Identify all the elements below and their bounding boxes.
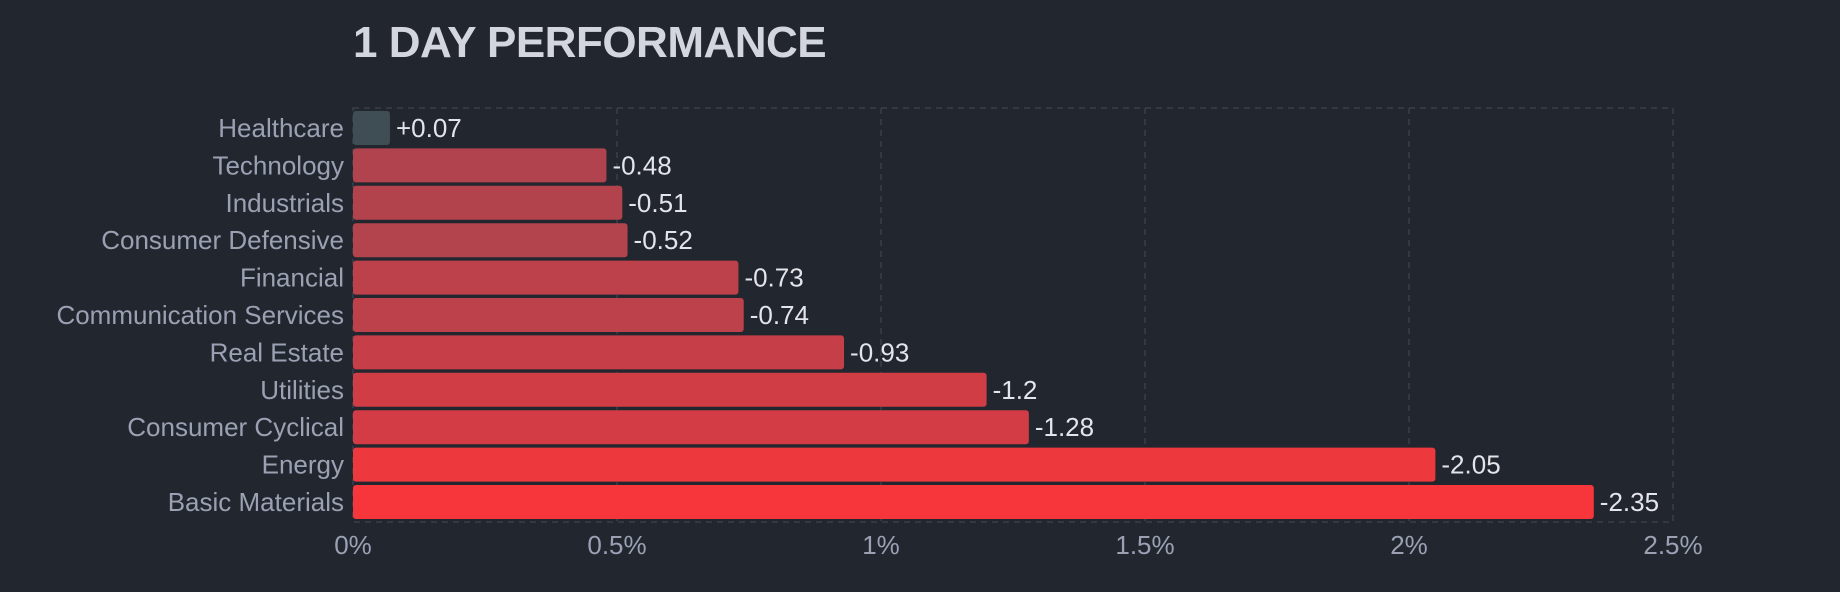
category-label: Healthcare: [218, 113, 344, 143]
value-label: -2.05: [1441, 450, 1500, 480]
bar: [353, 335, 845, 370]
category-label: Basic Materials: [168, 487, 344, 517]
chart-title: 1 DAY PERFORMANCE: [353, 18, 827, 67]
x-tick-label: 1.5%: [1115, 530, 1174, 560]
value-label: -2.35: [1600, 487, 1659, 517]
bars-layer: [353, 111, 1594, 519]
bar: [353, 111, 390, 145]
category-label: Consumer Cyclical: [127, 412, 344, 442]
x-axis-ticks: 0% 0.5% 1% 1.5% 2% 2.5%: [334, 530, 1702, 560]
value-label: -0.48: [612, 150, 671, 180]
category-label: Energy: [262, 450, 344, 480]
value-label: -1.2: [993, 375, 1038, 405]
bar: [353, 410, 1029, 445]
category-label: Consumer Defensive: [101, 225, 344, 255]
value-label: -0.52: [634, 225, 693, 255]
category-label: Communication Services: [56, 300, 344, 330]
value-label: -0.51: [628, 188, 687, 218]
x-tick-label: 0%: [334, 530, 372, 560]
bar: [353, 148, 607, 183]
category-label: Utilities: [260, 375, 344, 405]
x-tick-label: 2%: [1390, 530, 1428, 560]
labels-layer: Healthcare +0.07 Technology -0.48 Industrial…: [56, 113, 1659, 517]
x-tick-label: 2.5%: [1643, 530, 1702, 560]
category-label: Financial: [240, 263, 344, 293]
category-label: Real Estate: [210, 337, 344, 367]
value-label: -0.74: [750, 300, 809, 330]
bar: [353, 485, 1594, 519]
x-tick-label: 0.5%: [587, 530, 646, 560]
value-label: -0.93: [850, 337, 909, 367]
category-label: Industrials: [226, 188, 345, 218]
category-label: Technology: [212, 150, 344, 180]
x-tick-label: 1%: [862, 530, 900, 560]
bar: [353, 372, 987, 407]
bar: [353, 447, 1436, 482]
value-label: +0.07: [396, 113, 462, 143]
value-label: -1.28: [1035, 412, 1094, 442]
bar: [353, 223, 628, 258]
bar: [353, 260, 739, 295]
value-label: -0.73: [744, 263, 803, 293]
bar: [353, 298, 744, 332]
bar: [353, 185, 623, 220]
